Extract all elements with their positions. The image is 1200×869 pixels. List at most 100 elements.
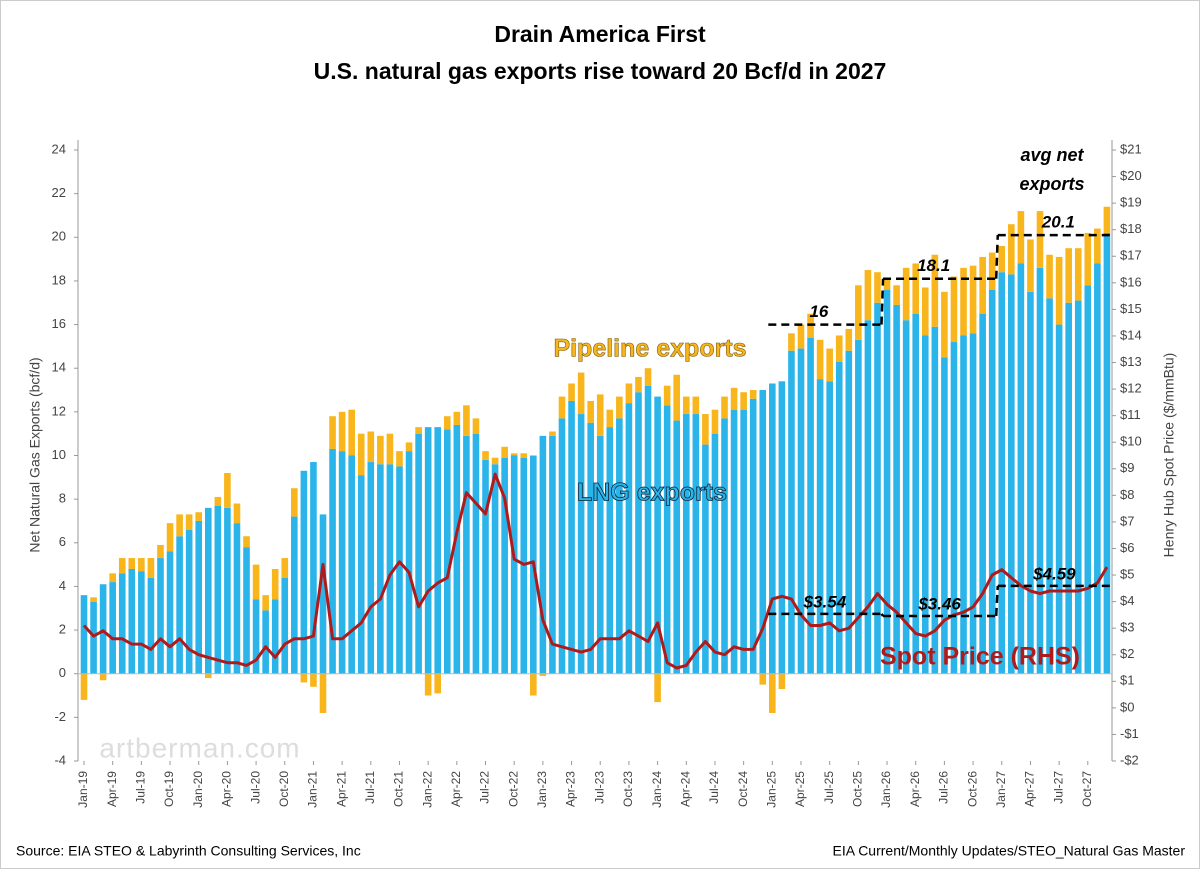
pipeline-bar: [855, 285, 862, 340]
lng-bar: [1094, 263, 1101, 674]
pipeline-bar: [1017, 211, 1025, 264]
y2-tick-label: $21: [1120, 141, 1142, 156]
y2-tick-label: $17: [1120, 248, 1142, 263]
lng-bar: [1017, 263, 1025, 674]
lng-bar: [740, 409, 747, 674]
pipeline-bar: [348, 409, 355, 456]
lng-bar: [185, 529, 193, 674]
pipeline-bar: [233, 503, 241, 524]
pipeline-bar: [616, 396, 623, 419]
avg-connector: [994, 585, 1000, 617]
lng-bar: [635, 392, 642, 674]
y2-tick-label: $14: [1120, 327, 1142, 342]
pipeline-bar: [185, 514, 193, 530]
y-tick-label: 22: [52, 185, 66, 200]
lng-bar: [577, 414, 585, 674]
y2-tick-label: $20: [1120, 168, 1142, 183]
x-tick-label: Jul-27: [1051, 771, 1065, 804]
pipeline-bar: [864, 270, 872, 321]
pipeline-bar: [491, 457, 499, 465]
series-label: Spot Price (RHS): [880, 643, 1080, 671]
y2-tick-label: $6: [1120, 540, 1134, 555]
pipeline-bar: [769, 673, 776, 713]
lng-bar: [769, 383, 776, 674]
pipeline-bar: [310, 673, 317, 687]
pipeline-bar: [405, 442, 413, 452]
pipeline-bar: [816, 339, 824, 380]
y2-tick-label: $5: [1120, 566, 1134, 581]
x-tick-label: Jul-26: [937, 771, 951, 804]
lng-bar: [109, 582, 116, 674]
source-left: Source: EIA STEO & Labyrinth Consulting …: [16, 843, 361, 859]
lng-bar: [816, 379, 824, 674]
pipeline-bar: [463, 405, 470, 436]
y2-axis-label: Henry Hub Spot Price ($/mmBtu): [1161, 353, 1177, 558]
pipeline-bar: [644, 368, 652, 386]
x-tick-label: Jan-25: [764, 771, 778, 808]
x-tick-label: Jan-24: [650, 771, 664, 808]
pipeline-bar: [1055, 256, 1063, 325]
lng-bar: [443, 429, 451, 674]
y2-tick-label: $13: [1120, 354, 1142, 369]
lng-bar: [902, 320, 910, 674]
x-tick-label: Oct-27: [1080, 771, 1094, 807]
lng-bar: [80, 595, 88, 674]
pipeline-bar: [654, 673, 661, 703]
lng-bar: [826, 381, 833, 674]
pipeline-bar: [606, 409, 614, 428]
pipeline-bar: [874, 272, 881, 303]
pipeline-bar: [845, 328, 853, 351]
y2-tick-label: $8: [1120, 487, 1134, 502]
pipeline-bar: [596, 394, 604, 436]
lng-bar: [692, 414, 700, 674]
pipeline-bar: [711, 409, 719, 434]
lng-bar: [1027, 291, 1034, 674]
lng-bar: [252, 599, 260, 674]
watermark: artberman.com: [99, 732, 300, 763]
lng-bar: [931, 326, 939, 674]
x-tick-label: Jan-19: [76, 771, 90, 808]
x-tick-label: Jul-22: [478, 771, 492, 804]
pipeline-bar: [788, 333, 795, 351]
x-tick-label: Apr-27: [1023, 771, 1037, 807]
lng-bar: [797, 348, 805, 674]
x-tick-label: Apr-26: [908, 771, 922, 807]
lng-bar: [367, 462, 375, 674]
lng-bar: [807, 337, 814, 674]
lng-bar: [941, 357, 948, 674]
x-tick-label: Jan-23: [535, 771, 549, 808]
y2-tick-label: $11: [1120, 407, 1141, 422]
lng-bar: [673, 420, 681, 674]
lng-bar: [99, 584, 107, 674]
pipeline-bar: [912, 263, 920, 314]
pipeline-bar: [1036, 211, 1044, 268]
x-tick-label: Jan-21: [306, 771, 320, 808]
lng-bar: [749, 398, 757, 674]
y-tick-label: 10: [52, 447, 66, 462]
lng-bar: [233, 523, 241, 674]
pipeline-bar: [386, 433, 394, 465]
lng-bar: [682, 414, 690, 674]
y-tick-label: 4: [59, 578, 66, 593]
pipeline-bar: [1008, 224, 1015, 275]
x-tick-label: Jul-25: [822, 771, 836, 804]
pipeline-bar: [195, 512, 203, 521]
y-tick-label: 8: [59, 491, 66, 506]
lng-bar: [291, 516, 298, 674]
lng-bar: [338, 451, 346, 674]
lng-bar: [415, 433, 422, 674]
y-tick-label: 20: [52, 229, 66, 244]
lng-bar: [625, 403, 633, 674]
avg-title: exports: [1019, 174, 1084, 194]
pipeline-bar: [721, 396, 728, 419]
lng-bar: [998, 272, 1006, 674]
y2-tick-label: $15: [1120, 301, 1142, 316]
pipeline-bar: [319, 673, 327, 713]
pipeline-bar: [921, 287, 929, 336]
pipeline-bar: [530, 673, 537, 696]
pipeline-bar: [635, 376, 642, 393]
spot-price-line: [82, 472, 1109, 670]
pipeline-bar: [1046, 254, 1053, 299]
lng-bar: [883, 289, 891, 674]
